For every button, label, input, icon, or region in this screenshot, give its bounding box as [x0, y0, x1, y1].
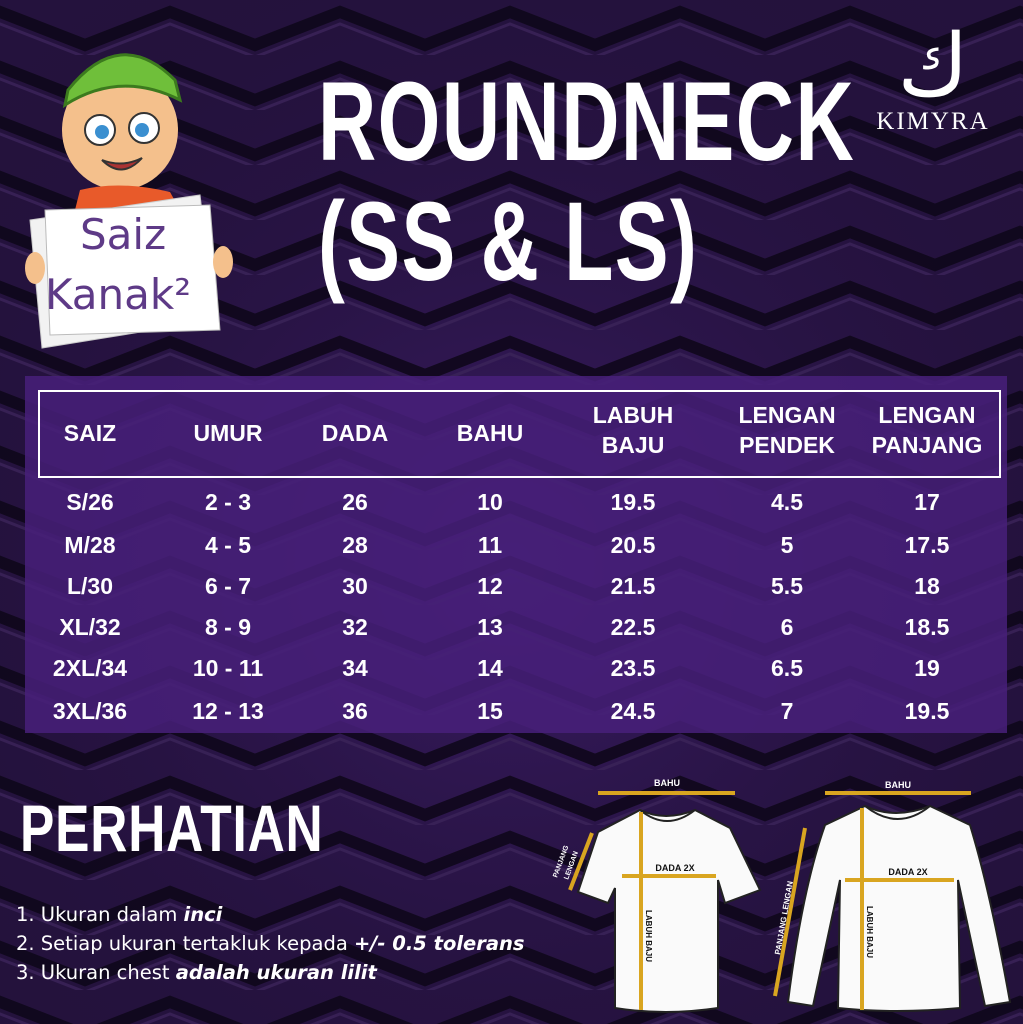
table-cell: 36 — [342, 698, 368, 724]
notice-text: 1. Ukuran dalam — [16, 903, 184, 926]
table-cell: 4 - 5 — [204, 532, 252, 558]
table-cell: 19.5 — [904, 698, 950, 724]
table-cell: 22.5 — [610, 614, 656, 640]
logo-name: KIMYRA — [876, 108, 990, 135]
table-cell: 7 — [780, 698, 794, 724]
table-cell: 13 — [477, 614, 503, 640]
table-cell: 6.5 — [771, 655, 803, 681]
size-cell: XL/32 — [59, 614, 121, 640]
table-cell: 32 — [342, 614, 368, 640]
shirt-measurement-diagram: BAHU DADA 2X LABUH BAJU PANJANG LENGAN B… — [552, 778, 1012, 1013]
badge-kanak: Kanak² — [45, 270, 192, 319]
size-table-header — [38, 390, 1001, 478]
header-line: PENDEK — [739, 432, 835, 458]
table-cell: 4.5 — [771, 489, 803, 515]
table-cell: 10 — [477, 489, 503, 515]
size-cell: 2XL/34 — [52, 655, 128, 681]
table-cell: 34 — [342, 655, 368, 681]
table-cell: 6 - 7 — [204, 573, 252, 599]
column-header: SAIZ — [63, 420, 117, 446]
column-header: LENGAN PANJANG — [872, 400, 983, 460]
column-header: LABUH BAJU — [593, 400, 674, 460]
table-cell: 21.5 — [610, 573, 656, 599]
table-cell: 5.5 — [771, 573, 803, 599]
table-cell: 19 — [914, 655, 940, 681]
bahu-label: BAHU — [654, 778, 680, 788]
table-cell: 26 — [342, 489, 368, 515]
dada-label: DADA 2X — [655, 863, 694, 873]
header-line: LENGAN — [738, 402, 836, 428]
notice-emphasis: +/- 0.5 tolerans — [353, 932, 525, 955]
kid-illustration — [25, 53, 233, 349]
notice-emphasis: inci — [183, 903, 223, 926]
table-cell: 5 — [780, 532, 794, 558]
table-cell: 12 - 13 — [192, 698, 264, 724]
badge-saiz: Saiz — [80, 210, 167, 259]
table-cell: 8 - 9 — [204, 614, 252, 640]
notice-text: 3. Ukuran chest — [16, 961, 176, 984]
logo-glyph: ك — [897, 16, 969, 116]
table-cell: 24.5 — [610, 698, 656, 724]
size-table-panel — [25, 376, 1007, 733]
table-cell: 11 — [477, 532, 503, 558]
table-cell: 23.5 — [610, 655, 656, 681]
notice-item: 2. Setiap ukuran tertakluk kepada +/- 0.… — [16, 929, 525, 958]
table-cell: 6 — [780, 614, 794, 640]
column-header: UMUR — [193, 420, 263, 446]
table-cell: 2 - 3 — [204, 489, 252, 515]
table-cell: 18.5 — [904, 614, 950, 640]
table-cell: 15 — [477, 698, 503, 724]
dada-label: DADA 2X — [888, 867, 927, 877]
table-cell: 18 — [914, 573, 940, 599]
header-line: PANJANG — [871, 432, 983, 458]
header-line: BAJU — [601, 432, 665, 458]
notice-heading: PERHATIAN — [20, 791, 324, 865]
labuh-label: LABUH BAJU — [865, 906, 874, 958]
size-cell: 3XL/36 — [52, 698, 128, 724]
short-sleeve-shirt — [576, 808, 762, 1013]
column-header: DADA — [321, 420, 389, 446]
size-cell: S/26 — [66, 489, 114, 515]
size-cell: M/28 — [64, 532, 116, 558]
column-header: BAHU — [456, 420, 524, 446]
table-cell: 12 — [477, 573, 503, 599]
title-roundneck: ROUNDNECK — [318, 59, 856, 184]
table-cell: 20.5 — [610, 532, 656, 558]
header-line: LENGAN — [878, 402, 976, 428]
table-cell: 28 — [342, 532, 368, 558]
table-cell: 17 — [914, 489, 940, 515]
table-cell: 30 — [342, 573, 368, 599]
notice-text: 2. Setiap ukuran tertakluk kepada — [16, 932, 354, 955]
size-cell: L/30 — [66, 573, 114, 599]
column-header: LENGAN PENDEK — [738, 400, 835, 460]
kimyra-logo: ك KIMYRA — [858, 20, 1008, 136]
notice-item: 3. Ukuran chest adalah ukuran lilit — [16, 958, 525, 987]
long-sleeve-shirt — [786, 804, 1012, 1012]
table-cell: 14 — [477, 655, 503, 681]
header-line: LABUH — [592, 402, 674, 428]
labuh-label: LABUH BAJU — [644, 910, 653, 962]
kid-mascot-badge: Saiz Kanak² — [20, 30, 240, 360]
table-cell: 10 - 11 — [192, 655, 264, 681]
notice-item: 1. Ukuran dalam inci — [16, 900, 525, 929]
title-ss-ls: (SS & LS) — [318, 179, 699, 304]
table-cell: 17.5 — [904, 532, 950, 558]
table-cell: 19.5 — [610, 489, 656, 515]
notice-list: 1. Ukuran dalam inci 2. Setiap ukuran te… — [16, 900, 525, 987]
bahu-label: BAHU — [885, 780, 911, 790]
notice-emphasis: adalah ukuran lilit — [175, 961, 377, 984]
